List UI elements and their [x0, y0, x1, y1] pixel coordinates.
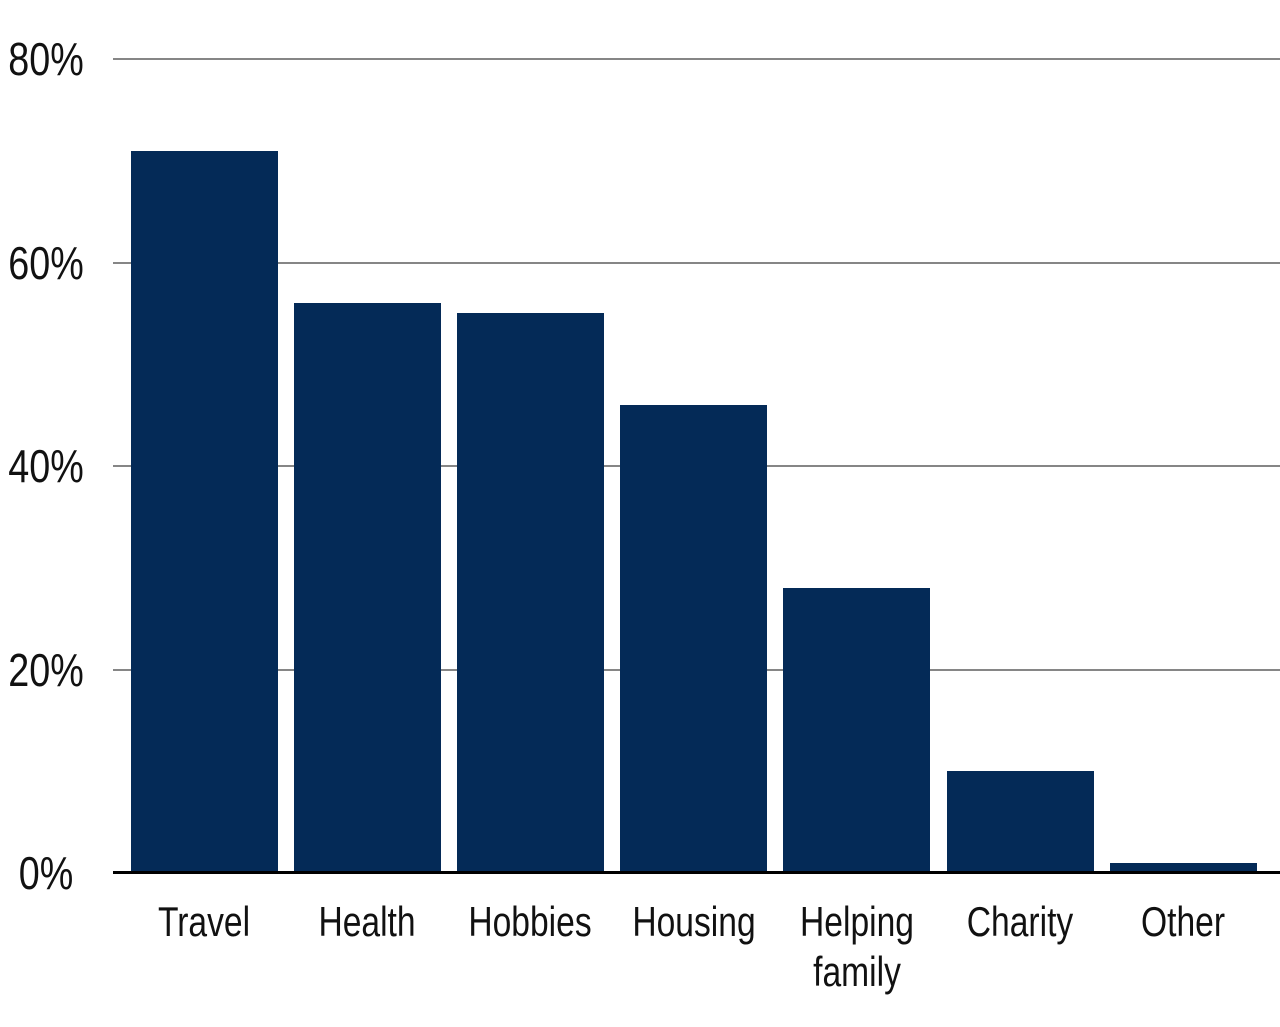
- y-axis-tick-label: 40%: [8, 440, 84, 492]
- bar-charity: [946, 771, 1094, 873]
- gridline: [113, 261, 1280, 264]
- x-axis-category-label: Health: [318, 898, 416, 945]
- y-axis: 0% 20% 40% 60% 80%: [0, 36, 92, 896]
- y-axis-tick-label: 0%: [18, 847, 74, 899]
- bar-travel: [130, 150, 278, 873]
- gridline: [113, 58, 1280, 60]
- y-axis-tick-label: 60%: [8, 236, 84, 289]
- x-axis-category-label: Other: [1141, 898, 1226, 945]
- x-axis-category-label: Hobbies: [468, 898, 593, 945]
- x-axis-category-label: Charity: [966, 898, 1074, 945]
- x-axis-category-label: Housing: [631, 898, 756, 945]
- x-axis-category-label: Helping family: [799, 898, 914, 995]
- x-axis-line: [113, 871, 1280, 874]
- bar-housing: [620, 404, 768, 873]
- bar-other: [1109, 862, 1257, 873]
- y-axis-tick-label: 80%: [8, 33, 84, 85]
- y-axis-tick-label: 20%: [8, 643, 84, 696]
- x-axis-category-label: Travel: [157, 898, 251, 945]
- plot-area: [113, 58, 1280, 873]
- bar-helping-family: [783, 588, 931, 873]
- bar-health: [293, 303, 441, 873]
- bar-hobbies: [456, 313, 604, 873]
